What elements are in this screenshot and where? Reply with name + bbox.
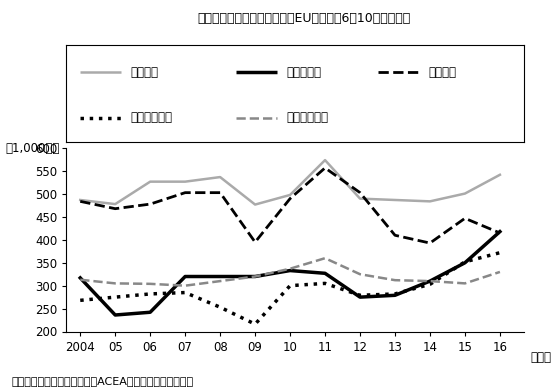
Text: ポーランド: ポーランド	[286, 66, 321, 79]
Text: オランダ: オランダ	[428, 66, 456, 79]
Text: （年）: （年）	[530, 351, 551, 364]
Text: （出所）欧州自動車工業会（ACEA）のデータを基に作成: （出所）欧州自動車工業会（ACEA）のデータを基に作成	[11, 376, 193, 386]
Text: （1,000台）: （1,000台）	[6, 142, 60, 155]
Text: 乗用車新規登録台数の推移（EU加盟国中6～10位を抜粋）: 乗用車新規登録台数の推移（EU加盟国中6～10位を抜粋）	[197, 12, 410, 25]
Text: オーストリア: オーストリア	[286, 112, 328, 124]
Text: スウェーデン: スウェーデン	[130, 112, 172, 124]
Text: ベルギー: ベルギー	[130, 66, 158, 79]
